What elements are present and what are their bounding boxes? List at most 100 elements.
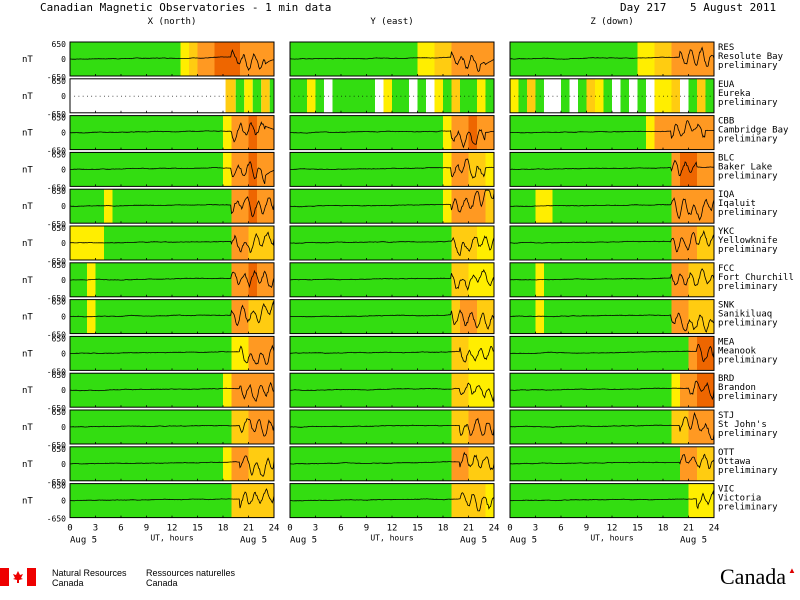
- data-point: [548, 95, 550, 97]
- date-axis-label-start: Aug 5: [70, 535, 97, 545]
- activity-band: [451, 483, 486, 518]
- activity-band: [688, 262, 714, 297]
- activity-band: [248, 226, 274, 260]
- data-point: [116, 95, 118, 97]
- panel-eua-2: [509, 78, 715, 114]
- station-name: St John's: [718, 420, 767, 430]
- magnetic-trace: [510, 312, 715, 333]
- x-tick-label: 3: [93, 523, 98, 533]
- activity-band: [225, 78, 236, 113]
- data-point: [315, 95, 317, 97]
- data-point: [125, 95, 127, 97]
- x-axis-label: UT, hours: [590, 533, 634, 542]
- panel-mea-0: [69, 335, 275, 371]
- data-point: [447, 95, 449, 97]
- magnetic-trace: [69, 269, 275, 289]
- activity-band: [477, 299, 494, 334]
- data-point: [341, 95, 342, 97]
- y-tick-label: -650: [47, 515, 66, 524]
- data-point: [159, 95, 161, 97]
- activity-band: [544, 262, 672, 297]
- activity-band: [544, 299, 672, 334]
- data-point: [556, 95, 558, 97]
- y-tick-label: 650: [52, 298, 67, 307]
- data-point: [485, 95, 487, 97]
- y-axis-label: nT: [22, 276, 33, 286]
- data-point: [235, 95, 237, 97]
- activity-band: [104, 189, 113, 224]
- activity-band: [637, 42, 655, 76]
- magnetic-trace: [509, 343, 715, 363]
- station-code: EUA: [718, 80, 735, 90]
- y-tick-label: 0: [61, 202, 66, 211]
- station-code: YKC: [718, 227, 734, 237]
- y-tick-label: 0: [61, 460, 66, 469]
- data-point: [167, 95, 169, 97]
- activity-band: [104, 226, 232, 260]
- station-code: SNK: [718, 301, 735, 311]
- activity-band: [248, 152, 257, 187]
- date-axis-label-start: Aug 5: [290, 535, 317, 545]
- panel-mea-2: [509, 335, 715, 371]
- activity-band: [451, 336, 469, 371]
- data-point: [265, 95, 267, 97]
- station-status: preliminary: [718, 61, 778, 71]
- x-tick-label: 6: [118, 523, 123, 533]
- activity-band: [468, 115, 477, 150]
- data-point: [646, 95, 647, 97]
- data-point: [319, 95, 321, 97]
- data-point: [375, 95, 376, 97]
- activity-band: [417, 42, 435, 76]
- activity-band: [231, 262, 249, 297]
- panel-brd-0: [69, 372, 275, 408]
- magnetic-trace: [69, 121, 274, 143]
- activity-band: [443, 189, 452, 224]
- data-point: [468, 95, 470, 97]
- data-point: [328, 95, 330, 97]
- panel-cbb-0: [69, 115, 275, 151]
- data-point: [430, 95, 432, 97]
- magnetic-trace: [509, 490, 715, 510]
- data-point: [189, 95, 190, 97]
- magnetic-trace: [289, 51, 495, 73]
- data-point: [298, 95, 300, 97]
- activity-band: [112, 189, 232, 224]
- magnetic-trace: [290, 158, 495, 179]
- data-point: [240, 95, 241, 97]
- y-tick-label: -650: [47, 183, 66, 192]
- y-axis-label: nT: [22, 202, 33, 212]
- data-point: [379, 95, 381, 97]
- magnetic-trace: [69, 231, 275, 254]
- data-point: [176, 95, 178, 97]
- data-point: [667, 95, 669, 97]
- activity-band: [214, 42, 240, 76]
- y-axis-label: nT: [22, 423, 33, 433]
- x-tick-label: 12: [167, 523, 178, 533]
- x-tick-label: 24: [269, 523, 280, 533]
- y-axis-label: nT: [22, 129, 33, 139]
- panel-vic-0: [69, 483, 275, 519]
- data-point: [332, 95, 334, 97]
- y-tick-label: 650: [52, 445, 67, 454]
- station-code: IQA: [718, 190, 735, 200]
- station-code: OTT: [718, 448, 735, 458]
- activity-band: [443, 115, 452, 150]
- data-point: [358, 95, 359, 97]
- activity-band: [248, 373, 274, 408]
- activity-band: [223, 152, 232, 187]
- data-point: [544, 95, 545, 97]
- activity-band: [688, 336, 697, 371]
- date-axis-label-start: Aug 5: [510, 535, 537, 545]
- station-status: preliminary: [718, 466, 778, 476]
- panel-fcc-2: [509, 262, 715, 298]
- axes: nT6500-650nT6500-650nT6500-650nT6500-650…: [22, 40, 719, 545]
- x-tick-label: 9: [144, 523, 149, 533]
- magnetic-trace: [290, 346, 495, 363]
- activity-band: [231, 189, 249, 224]
- activity-band: [257, 262, 274, 297]
- date-axis-label-end: Aug 5: [460, 535, 487, 545]
- x-tick-label: 3: [533, 523, 538, 533]
- x-tick-label: 24: [489, 523, 500, 533]
- y-tick-label: -650: [47, 404, 66, 413]
- panel-snk-1: [289, 299, 495, 335]
